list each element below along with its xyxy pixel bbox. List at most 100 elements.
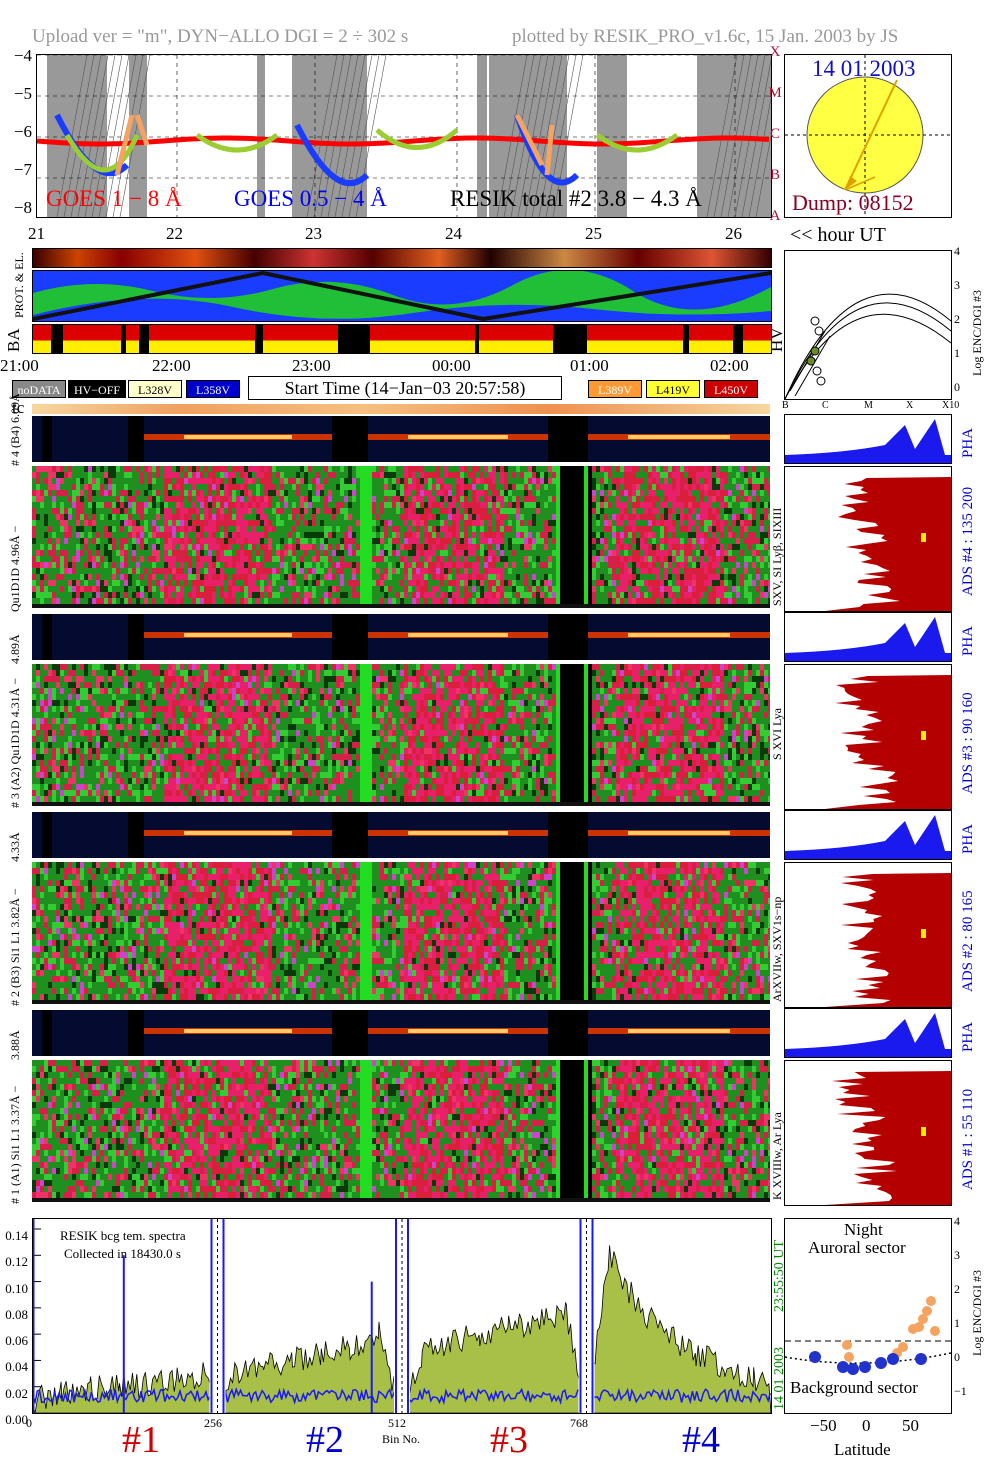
goes-class-a: A [769, 208, 781, 224]
ads-hist-ch3 [784, 664, 952, 810]
lat-ytick: −1 [954, 1384, 967, 1398]
ba-label: BA [4, 328, 23, 352]
hatch [503, 55, 535, 217]
goes-class-x: X [769, 44, 781, 60]
hv-ytick: 1 [954, 346, 960, 360]
pha-hist-ch3 [784, 612, 952, 662]
bottom-xtick: 512 [388, 1416, 406, 1430]
goes-ytick: −6 [13, 122, 32, 141]
hv-ytick: 3 [954, 278, 960, 292]
goes-panel [36, 54, 772, 218]
start-time-text: Start Time (14−Jan−03 20:57:58) [284, 378, 526, 398]
bottom-xtick: 256 [204, 1416, 222, 1430]
hv-xtick: X10 [942, 400, 960, 411]
legend-l389v: L389V [588, 380, 642, 398]
time-tick: 01:00 [570, 356, 609, 375]
hatch [348, 55, 380, 217]
pha-gap [548, 1010, 588, 1056]
ch1-spec-label: # 1 (A1) Si1 L1 3.37Å − [8, 1085, 22, 1204]
channel-label-2: #2 [306, 1419, 344, 1461]
orbit-track [844, 79, 898, 191]
ch3-lines: S XVI Lya [770, 708, 784, 760]
spec-bottom-edge [32, 1198, 770, 1202]
goes-ytick: −7 [13, 160, 32, 179]
legend-label: noDATA [17, 383, 61, 397]
latitude-plot [785, 1296, 951, 1375]
time-tick: 21:00 [0, 356, 39, 375]
ch4-pha-label: # 4 (B4) 6.09Å [8, 393, 22, 466]
pha-histogram [785, 815, 951, 859]
channel-label-4: #4 [682, 1419, 720, 1461]
hatch [105, 55, 137, 217]
orbit-latitude-line [33, 271, 771, 321]
goes-plot [37, 55, 771, 217]
lat-xtick: 0 [862, 1416, 871, 1435]
hatch [63, 55, 95, 217]
hour-tick: 25 [585, 224, 602, 243]
ads-marker [921, 1127, 926, 1136]
ch4-pha-tag: PHA [960, 427, 976, 458]
bottom-ytick: 0.12 [5, 1254, 28, 1270]
pha-line-core [628, 633, 730, 637]
pha-line-core [628, 1029, 730, 1033]
channel-label-3: #3 [490, 1419, 528, 1461]
ch1-pha-label: 3.88Å [8, 1030, 22, 1060]
legend-label: L328V [138, 383, 172, 397]
hv-ytick: 0 [954, 380, 960, 394]
ads-hist-ch2 [784, 862, 952, 1008]
pha-line-core [184, 831, 292, 835]
hatch [334, 55, 366, 217]
lat-ytick: 2 [954, 1282, 960, 1296]
ch1-pha-tag: PHA [960, 1021, 976, 1052]
bottom-ytick: 0.08 [5, 1306, 28, 1322]
hatch [306, 55, 338, 217]
pha-gap [128, 812, 144, 858]
sun-date: 14 01 2003 [812, 56, 916, 81]
hatch [70, 55, 102, 217]
pha-gap [548, 614, 588, 660]
bottom-note1: RESIK bcg tem. spectra [60, 1228, 186, 1243]
bottom-ytick: 0.10 [5, 1280, 28, 1296]
lat-ytick: 3 [954, 1248, 960, 1262]
pha-line-core [184, 435, 292, 439]
hv-ytick: 4 [954, 244, 960, 258]
hatch [77, 55, 109, 217]
pha-gap [42, 614, 52, 660]
ads-marker [921, 929, 926, 938]
pha-gap [332, 1010, 368, 1056]
hatch [545, 55, 577, 217]
ch2-pha-tag: PHA [960, 823, 976, 854]
legend-l450v: L450V [704, 380, 758, 398]
pha-strip-ch3 [32, 614, 770, 660]
ch3-spec-label: # 3 (A2) Qu1D1D 4.31Å − [8, 677, 22, 808]
hatch [320, 55, 352, 217]
resik-label: RESIK total #2 3.8 − 4.3 Å [450, 186, 702, 211]
sun-panel [784, 54, 952, 218]
pha-line-core [184, 1029, 292, 1033]
header-left: Upload ver = "m", DYN−ALLO DGI = 2 ÷ 302… [32, 26, 409, 47]
bottom-spectrum-panel [32, 1218, 772, 1414]
pha-gap [548, 416, 588, 462]
bottom-xtick: 0 [26, 1416, 32, 1430]
time-tick: 00:00 [432, 356, 471, 375]
pha-gap [42, 812, 52, 858]
pha-line-core [408, 633, 508, 637]
channel-label-1: #1 [122, 1419, 160, 1461]
pha-strip-ch4 [32, 416, 770, 462]
ch4-spec-label: Qu1D1D 4.96Å − [8, 525, 22, 612]
resik-series [64, 128, 679, 173]
sun-disk [785, 55, 951, 217]
pha-strip-ch1 [32, 1010, 770, 1056]
pha-histogram [785, 419, 951, 463]
bottom-ytick: 0.14 [5, 1228, 28, 1243]
legend-l328v: L328V [128, 380, 182, 398]
ads-histogram [825, 873, 951, 1007]
legend-label: L419V [656, 383, 690, 397]
hatch [531, 55, 563, 217]
legend-l358v: L358V [186, 380, 240, 398]
time-tick: 22:00 [152, 356, 191, 375]
hatch [517, 55, 549, 217]
latitude-xlabel: Latitude [834, 1440, 891, 1459]
bottom-ytick: 0.06 [5, 1333, 28, 1349]
header-right: plotted by RESIK_PRO_v1.6c, 15 Jan. 2003… [512, 26, 899, 47]
